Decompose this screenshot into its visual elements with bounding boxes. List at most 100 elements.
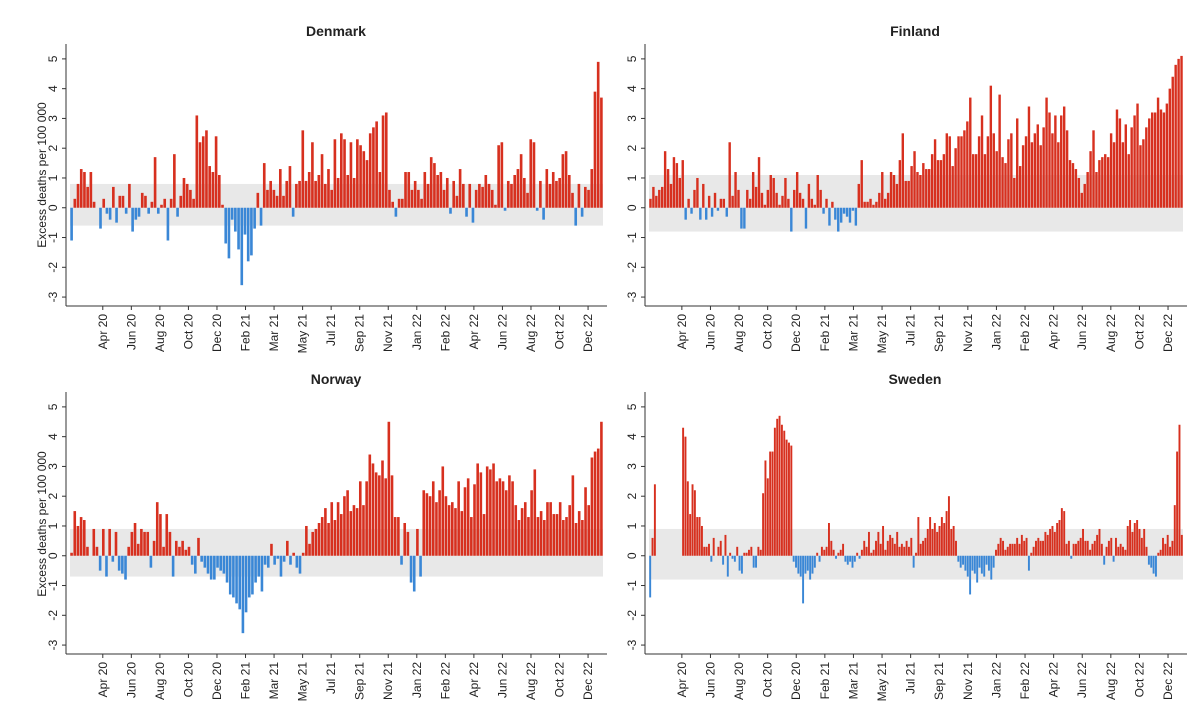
finland-bars (649, 55, 1183, 232)
finland-bar (966, 121, 969, 208)
finland-bar (828, 207, 831, 226)
sweden-x-tick-label: Mar 21 (846, 662, 860, 700)
denmark-y-tick-label: -2 (46, 262, 60, 273)
finland-y-tick-label: 5 (625, 55, 639, 62)
sweden-bar (995, 549, 997, 556)
finland-bar (775, 192, 778, 208)
denmark-bar (201, 136, 205, 208)
denmark-bar (195, 115, 199, 208)
denmark-bar (516, 169, 520, 208)
sweden-bar (1166, 534, 1169, 556)
norway-bar (171, 555, 175, 577)
finland-bar (661, 186, 664, 208)
norway-bar (473, 484, 476, 556)
sweden-bar (962, 555, 965, 565)
finland-x-tick-label: Mar 21 (846, 314, 860, 352)
sweden-bar (1126, 525, 1129, 556)
sweden-bar (705, 546, 708, 556)
denmark-bar (150, 201, 154, 208)
finland-bar (751, 172, 755, 208)
denmark-bar (250, 207, 253, 256)
finland-bar (1165, 103, 1169, 208)
denmark-bar (189, 189, 192, 208)
sweden-bar (1114, 537, 1117, 556)
sweden-bar (950, 528, 953, 556)
sweden-bar (1020, 534, 1023, 556)
sweden-bar (835, 555, 837, 559)
sweden-bar (696, 517, 699, 556)
denmark-bar (346, 175, 350, 208)
finland-bar (1086, 172, 1089, 208)
denmark-bar (282, 195, 285, 208)
sweden-bar (1042, 540, 1044, 556)
finland-bar (898, 160, 902, 208)
finland-bar (737, 189, 740, 208)
denmark-bar (352, 177, 356, 208)
sweden-bar (1030, 552, 1033, 556)
norway-bar (409, 555, 413, 583)
finland-bar (1010, 133, 1013, 208)
sweden-bar (792, 555, 795, 562)
sweden-bar (1124, 549, 1127, 556)
norway-bar (162, 546, 165, 556)
sweden-bar (1060, 508, 1063, 556)
finland-bar (910, 166, 913, 208)
norway-bar (184, 549, 188, 556)
finland-bar (1080, 192, 1083, 208)
finland-bar (743, 207, 746, 229)
norway-x-tick-label: Oct 20 (181, 662, 195, 698)
sweden-x-tick-label: Apr 22 (1047, 662, 1061, 698)
finland-bar (722, 198, 726, 208)
norway-x-tick-label: Mar 21 (267, 662, 281, 700)
norway-bar (517, 520, 521, 556)
denmark-bar (600, 97, 603, 208)
sweden-bar (1070, 555, 1073, 559)
sweden-bar (936, 531, 939, 556)
norway-bar (305, 525, 308, 556)
finland-bar (948, 136, 951, 208)
norway-bar (412, 555, 416, 592)
denmark-bar (539, 180, 542, 208)
norway-bar (73, 511, 77, 556)
finland-bar (798, 192, 802, 208)
norway-bar (463, 487, 467, 556)
sweden-y-tick-label: 2 (625, 493, 639, 500)
norway-bar (565, 517, 568, 556)
sweden-bar (780, 424, 783, 556)
denmark-bar (205, 130, 208, 208)
norway-bar (292, 552, 295, 556)
norway-bar (127, 546, 130, 556)
denmark-bar (455, 195, 459, 208)
finland-bar (760, 192, 764, 208)
norway-bar (457, 481, 460, 556)
finland-bar (787, 198, 790, 208)
sweden-bar (818, 555, 821, 562)
norway-bar (441, 466, 445, 556)
denmark-bar (490, 189, 494, 208)
denmark-bar (481, 186, 484, 208)
finland-bar (778, 204, 781, 208)
norway-y-tick-label: -2 (46, 610, 60, 621)
finland-y-tick-label: -3 (625, 291, 639, 302)
finland-bar (713, 192, 717, 208)
sweden-x-tick-label: Apr 20 (675, 662, 689, 698)
sweden-bar (785, 439, 788, 556)
sweden-bar (1140, 537, 1143, 556)
sweden-bar (1096, 534, 1099, 556)
denmark-bar (500, 142, 504, 208)
finland-title: Finland (890, 23, 940, 39)
sweden-bar (1150, 555, 1153, 568)
norway-bar (187, 546, 191, 556)
sweden-bar (762, 493, 765, 556)
norway-bar (593, 451, 597, 556)
denmark-bar (198, 142, 202, 208)
sweden-bar (820, 546, 823, 556)
denmark-x-tick-label: Apr 22 (467, 314, 481, 350)
denmark-bar (137, 207, 141, 217)
sweden-bar (886, 540, 889, 556)
norway-bar (400, 555, 403, 565)
sweden-x-tick-label: Nov 21 (961, 662, 975, 700)
denmark-bar (221, 204, 224, 208)
norway-bar (552, 514, 556, 556)
denmark-bar (266, 189, 269, 208)
